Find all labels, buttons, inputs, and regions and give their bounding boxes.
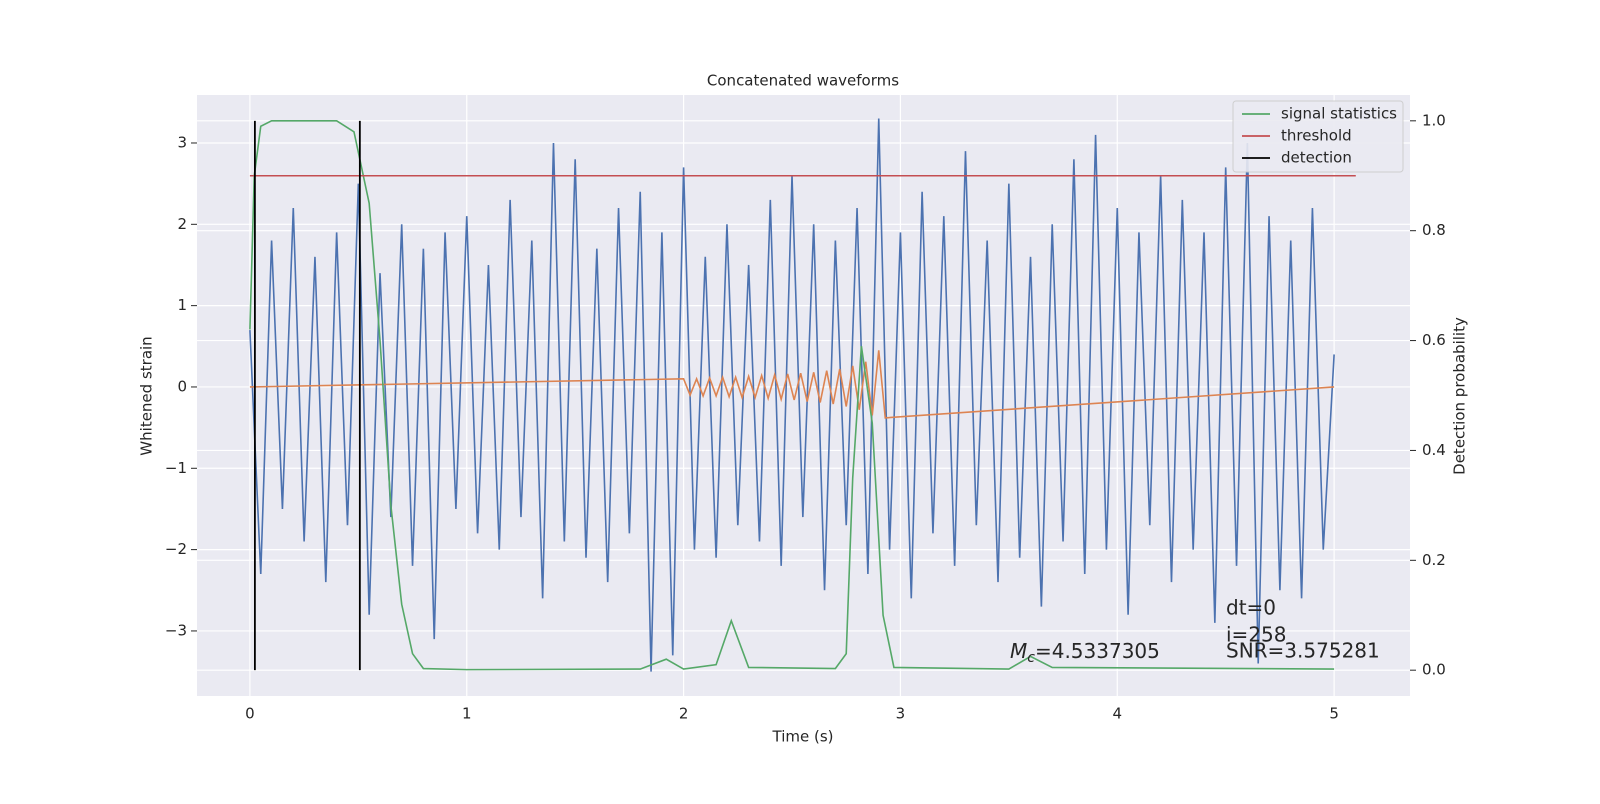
annotation-part: =4.5337305 [1035, 639, 1160, 663]
y2-tick-label: 0.8 [1422, 221, 1446, 239]
y2-tick-label: 0.2 [1422, 551, 1446, 569]
x-tick-label: 2 [679, 705, 689, 723]
annotation: i=258 [1226, 623, 1287, 647]
y-tick-label: 3 [177, 133, 187, 151]
y-axis-label: Whitened strain [138, 336, 156, 455]
x-tick-label: 4 [1112, 705, 1122, 723]
y2-tick-label: 1.0 [1422, 111, 1446, 129]
y-tick-label: −3 [165, 621, 187, 639]
y2-tick-label: 0.6 [1422, 331, 1446, 349]
x-tick-label: 0 [245, 705, 255, 723]
y-tick-label: 2 [177, 215, 187, 233]
x-axis-label: Time (s) [772, 728, 834, 746]
y-tick-label: 0 [177, 377, 187, 395]
chart-title: Concatenated waveforms [707, 72, 899, 90]
annotation: Mc=4.5337305 [1010, 639, 1160, 667]
y2-tick-label: 0.4 [1422, 441, 1446, 459]
annotation: SNR=3.575281 [1226, 639, 1380, 663]
legend-label: signal statistics [1281, 105, 1397, 123]
y-tick-label: 1 [177, 296, 187, 314]
x-tick-label: 5 [1329, 705, 1339, 723]
series-line [249, 350, 1335, 419]
series-line [249, 120, 1335, 671]
x-tick-label: 1 [462, 705, 472, 723]
legend-label: detection [1281, 149, 1352, 167]
y-tick-label: −2 [165, 540, 187, 558]
annotation-part: c [1027, 650, 1035, 666]
x-tick-label: 3 [896, 705, 906, 723]
annotation: dt=0 [1226, 596, 1276, 620]
annotation-part: M [1010, 639, 1027, 663]
legend-label: threshold [1281, 127, 1352, 145]
y2-axis-label: Detection probability [1451, 317, 1469, 475]
legend: signal statistics threshold detection [1232, 100, 1404, 173]
marks [249, 118, 1356, 672]
legend-box [1232, 100, 1404, 173]
y2-tick-label: 0.0 [1422, 661, 1446, 679]
y-tick-label: −1 [165, 459, 187, 477]
